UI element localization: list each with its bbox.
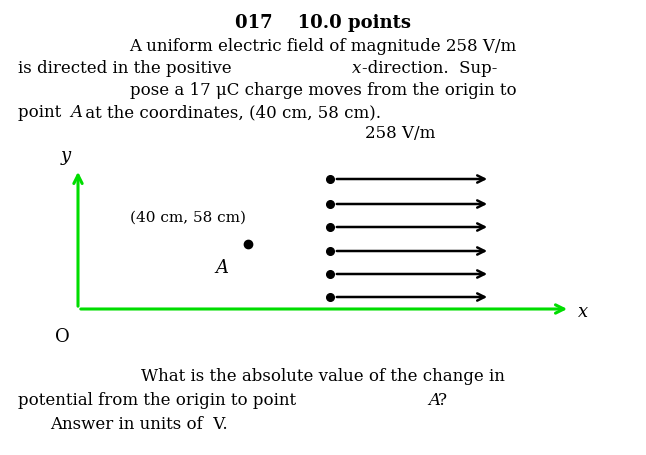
- Text: A: A: [215, 258, 228, 276]
- Text: y: y: [61, 147, 71, 165]
- Text: potential from the origin to point: potential from the origin to point: [18, 391, 302, 408]
- Text: What is the absolute value of the change in: What is the absolute value of the change…: [141, 367, 505, 384]
- Text: is directed in the positive: is directed in the positive: [18, 60, 237, 77]
- Text: (40 cm, 58 cm): (40 cm, 58 cm): [130, 211, 246, 224]
- Text: pose a 17 μC charge moves from the origin to: pose a 17 μC charge moves from the origi…: [130, 82, 516, 99]
- Text: A: A: [428, 391, 440, 408]
- Text: ?: ?: [438, 391, 447, 408]
- Text: A uniform electric field of magnitude 258 V/m: A uniform electric field of magnitude 25…: [129, 38, 517, 55]
- Text: at the coordinates, (40 cm, 58 cm).: at the coordinates, (40 cm, 58 cm).: [80, 104, 381, 121]
- Text: -direction.  Sup-: -direction. Sup-: [362, 60, 497, 77]
- Text: O: O: [56, 327, 70, 345]
- Text: point: point: [18, 104, 67, 121]
- Text: x: x: [578, 302, 588, 320]
- Text: 017    10.0 points: 017 10.0 points: [235, 14, 411, 32]
- Text: x: x: [352, 60, 361, 77]
- Text: A: A: [70, 104, 82, 121]
- Text: Answer in units of  V.: Answer in units of V.: [50, 415, 227, 432]
- Text: 258 V/m: 258 V/m: [365, 125, 435, 142]
